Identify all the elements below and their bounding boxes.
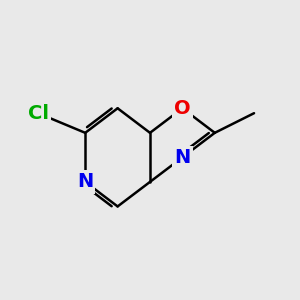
Text: N: N (174, 148, 190, 167)
Text: Cl: Cl (28, 104, 49, 123)
Text: N: N (77, 172, 93, 191)
Text: O: O (174, 99, 191, 118)
